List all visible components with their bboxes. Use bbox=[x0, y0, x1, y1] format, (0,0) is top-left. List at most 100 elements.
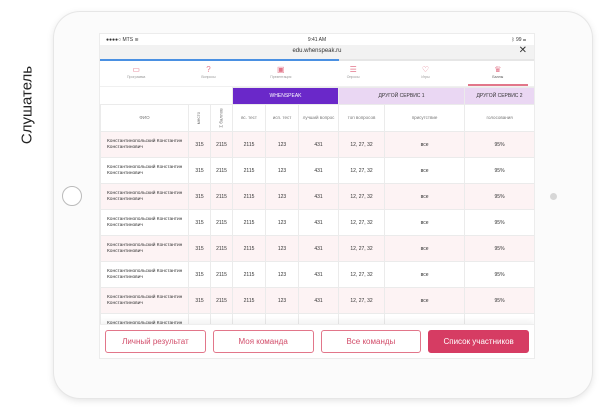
cell-in-tests: 123 bbox=[265, 235, 300, 262]
cell-top-questions: 12, 27, 32 bbox=[338, 183, 386, 210]
cell-top-questions: 12, 27, 32 bbox=[338, 131, 386, 158]
cell-name: Константинопольский Константин Константи… bbox=[100, 235, 189, 262]
table-row[interactable]: Константинопольский Константин Константи… bbox=[100, 209, 534, 236]
cell-votes: 95% bbox=[464, 183, 534, 210]
column-header-row: ФИО место Σ баллов вс. тест исп. тест лу… bbox=[100, 104, 534, 132]
col-header-points: Σ баллов bbox=[209, 104, 234, 132]
url-text: edu.whenspeak.ru bbox=[292, 48, 342, 54]
col-header-name: ФИО bbox=[100, 104, 189, 132]
nav-tab-calendar[interactable]: ▭ Программа bbox=[100, 61, 172, 86]
page-load-progress bbox=[100, 59, 534, 61]
close-icon[interactable]: ✕ bbox=[518, 45, 527, 56]
cell-top-questions: 12, 27, 32 bbox=[338, 235, 386, 262]
table-row[interactable]: Константинопольский Константин Константи… bbox=[100, 261, 534, 288]
table-row[interactable]: Константинопольский Константин Константи… bbox=[100, 183, 534, 210]
group-service-2[interactable]: ДРУГОЙ СЕРВИС 2 bbox=[464, 87, 534, 105]
battery-indicator: ᛒ 99 ▭ bbox=[512, 37, 526, 43]
cell-best-question: 431 bbox=[298, 183, 340, 210]
participants-list-button[interactable]: Список участников bbox=[428, 330, 529, 353]
cell-name: Константинопольский Константин Константи… bbox=[100, 157, 189, 184]
cell-best-question: 431 bbox=[298, 157, 340, 184]
group-service-1[interactable]: ДРУГОЙ СЕРВИС 1 bbox=[338, 87, 466, 105]
cell-in-tests: 123 bbox=[265, 287, 300, 314]
my-team-button[interactable]: Моя команда bbox=[212, 330, 314, 353]
home-button[interactable] bbox=[62, 186, 82, 206]
table-row[interactable]: Константинопольский Константин Константи… bbox=[100, 157, 534, 184]
cell-all-tests: 2115 bbox=[232, 287, 267, 314]
nav-tab-survey[interactable]: ☰ Опросы bbox=[317, 61, 389, 86]
results-table: WHENSPEAK ДРУГОЙ СЕРВИС 1 ДРУГОЙ СЕРВИС … bbox=[100, 87, 534, 340]
battery-level: 99 bbox=[516, 37, 522, 43]
cell-points: 2115 bbox=[209, 235, 234, 262]
cell-best-question: 431 bbox=[298, 261, 340, 288]
cell-votes: 95% bbox=[464, 235, 534, 262]
cell-best-question: 431 bbox=[298, 235, 340, 262]
cell-all-tests: 2115 bbox=[232, 235, 267, 262]
carrier-signal: ●●●●○ MTS ≋ bbox=[106, 37, 139, 43]
cell-in-tests: 123 bbox=[265, 209, 300, 236]
cell-presence: все bbox=[384, 157, 466, 184]
table-row[interactable]: Константинопольский Константин Константи… bbox=[100, 235, 534, 262]
status-time: 9:41 AM bbox=[307, 37, 327, 43]
cell-all-tests: 2115 bbox=[232, 183, 267, 210]
table-row[interactable]: Константинопольский Константин Константи… bbox=[100, 287, 534, 314]
cell-presence: все bbox=[384, 183, 466, 210]
table-row[interactable]: Константинопольский Константин Константи… bbox=[100, 131, 534, 158]
section-nav: ▭ Программа? Вопросы ▣ Презентация ☰ Опросы ♡ Иг… bbox=[100, 61, 534, 87]
nav-tab-label: Баллы bbox=[492, 75, 504, 79]
cell-best-question: 431 bbox=[298, 209, 340, 236]
personal-result-button[interactable]: Личный результат bbox=[105, 330, 206, 353]
nav-tab-label: Программа bbox=[126, 75, 146, 79]
cell-place: 315 bbox=[188, 209, 211, 236]
cell-points: 2115 bbox=[209, 261, 234, 288]
trophy-icon: ♛ bbox=[494, 65, 502, 74]
cell-in-tests: 123 bbox=[265, 261, 300, 288]
cell-top-questions: 12, 27, 32 bbox=[338, 157, 386, 184]
presentation-icon: ▣ bbox=[277, 65, 285, 74]
cell-in-tests: 123 bbox=[265, 183, 300, 210]
address-bar[interactable]: edu.whenspeak.ru ✕ bbox=[100, 45, 534, 59]
group-whenspeak[interactable]: WHENSPEAK bbox=[232, 87, 340, 105]
cell-points: 2115 bbox=[209, 131, 234, 158]
cell-votes: 95% bbox=[464, 157, 534, 184]
nav-tab-presentation[interactable]: ▣ Презентация bbox=[245, 61, 317, 86]
cell-best-question: 431 bbox=[298, 131, 340, 158]
col-header-best-question: лучший вопрос bbox=[298, 104, 340, 132]
nav-tab-question[interactable]: ? Вопросы bbox=[172, 61, 244, 86]
cell-all-tests: 2115 bbox=[232, 131, 267, 158]
cell-points: 2115 bbox=[209, 157, 234, 184]
nav-tab-trophy[interactable]: ♛ Баллы bbox=[462, 61, 534, 86]
cell-points: 2115 bbox=[209, 183, 234, 210]
col-header-in-tests: исп. тест bbox=[265, 104, 300, 132]
cell-place: 315 bbox=[188, 183, 211, 210]
page-load-progress-fill bbox=[100, 59, 339, 61]
col-header-votes: голосования bbox=[464, 104, 534, 132]
side-label: Слушатель bbox=[13, 50, 41, 160]
battery-icon: ▭ bbox=[522, 37, 526, 43]
nav-tab-heart[interactable]: ♡ Игры bbox=[389, 61, 461, 86]
cell-best-question: 431 bbox=[298, 287, 340, 314]
cell-name: Константинопольский Константин Константи… bbox=[100, 287, 189, 314]
nav-tab-label: Вопросы bbox=[201, 75, 216, 79]
cell-presence: все bbox=[384, 261, 466, 288]
cell-top-questions: 12, 27, 32 bbox=[338, 287, 386, 314]
all-teams-button[interactable]: Все команды bbox=[320, 330, 422, 353]
cell-place: 315 bbox=[188, 131, 211, 158]
carrier-name: MTS bbox=[122, 37, 134, 43]
cell-points: 2115 bbox=[209, 209, 234, 236]
heart-icon: ♡ bbox=[421, 65, 430, 74]
cell-points: 2115 bbox=[209, 287, 234, 314]
cell-all-tests: 2115 bbox=[232, 261, 267, 288]
cell-votes: 95% bbox=[464, 131, 534, 158]
cell-presence: все bbox=[384, 209, 466, 236]
group-header-blank bbox=[100, 87, 234, 105]
col-header-place: место bbox=[188, 104, 211, 132]
col-header-presence: присутствие bbox=[384, 104, 466, 132]
bluetooth-icon: ᛒ bbox=[511, 37, 515, 43]
nav-tab-label: Игры bbox=[421, 75, 430, 79]
cell-place: 315 bbox=[188, 235, 211, 262]
cell-name: Константинопольский Константин Константи… bbox=[100, 183, 189, 210]
cell-votes: 95% bbox=[464, 261, 534, 288]
cell-place: 315 bbox=[188, 261, 211, 288]
cell-all-tests: 2115 bbox=[232, 157, 267, 184]
